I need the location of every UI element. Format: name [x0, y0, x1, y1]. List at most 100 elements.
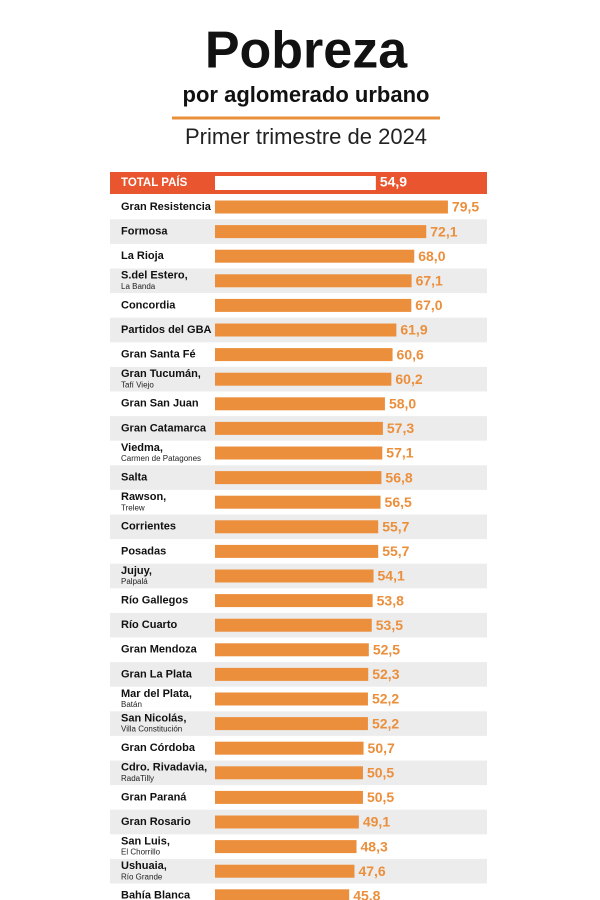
category-label: Gran Córdoba — [121, 742, 196, 754]
bar — [215, 815, 359, 829]
value-label: 58,0 — [389, 396, 416, 412]
value-label: 55,7 — [382, 519, 409, 535]
category-label: Gran Tucumán, — [121, 368, 201, 380]
category-label: Gran Paraná — [121, 791, 187, 803]
bar — [215, 372, 392, 386]
category-label: Salta — [121, 472, 148, 484]
chart-subtitle: por aglomerado urbano — [183, 82, 430, 107]
bar — [215, 692, 368, 706]
category-label: Concordia — [121, 299, 176, 311]
category-label: Formosa — [121, 226, 168, 238]
value-label: 52,2 — [372, 715, 399, 731]
value-label: 72,1 — [430, 223, 457, 239]
bar — [215, 864, 355, 878]
category-sublabel: El Chorrillo — [121, 848, 161, 857]
value-label: 52,3 — [372, 666, 399, 682]
value-label: 50,7 — [368, 740, 395, 756]
bar — [215, 520, 379, 534]
category-sublabel: Tafí Viejo — [121, 380, 154, 389]
bar — [215, 717, 368, 731]
total-value: 54,9 — [380, 174, 407, 190]
bar — [215, 495, 381, 509]
category-label: San Luis, — [121, 836, 170, 848]
bar — [215, 274, 412, 288]
value-label: 56,5 — [385, 494, 412, 510]
category-label: Río Gallegos — [121, 595, 188, 607]
bar — [215, 225, 427, 239]
category-label: Partidos del GBA — [121, 324, 212, 336]
value-label: 47,6 — [358, 863, 385, 879]
value-label: 50,5 — [367, 789, 394, 805]
category-label: Gran Santa Fé — [121, 349, 196, 361]
category-label: Cdro. Rivadavia, — [121, 762, 207, 774]
value-label: 55,7 — [382, 543, 409, 559]
category-sublabel: Río Grande — [121, 872, 163, 881]
value-label: 57,1 — [386, 445, 413, 461]
category-sublabel: Trelew — [121, 503, 145, 512]
value-label: 49,1 — [363, 814, 390, 830]
total-bar — [215, 176, 376, 190]
category-label: Río Cuarto — [121, 619, 178, 631]
value-label: 68,0 — [418, 248, 445, 264]
category-sublabel: La Banda — [121, 282, 156, 291]
category-label: Gran San Juan — [121, 398, 199, 410]
chart-title: Pobreza — [205, 22, 408, 80]
category-label: Gran Catamarca — [121, 422, 207, 434]
category-label: Rawson, — [121, 491, 166, 503]
value-label: 50,5 — [367, 765, 394, 781]
value-label: 48,3 — [361, 838, 388, 854]
bar — [215, 667, 369, 681]
bar — [215, 544, 379, 558]
bar — [215, 471, 382, 485]
value-label: 57,3 — [387, 420, 414, 436]
bar — [215, 249, 415, 263]
category-label: San Nicolás, — [121, 713, 186, 725]
value-label: 67,1 — [416, 273, 443, 289]
bar — [215, 298, 412, 312]
value-label: 53,5 — [376, 617, 403, 633]
total-label: TOTAL PAÍS — [121, 176, 188, 189]
bar — [215, 421, 383, 435]
bar — [215, 643, 369, 657]
category-label: Corrientes — [121, 521, 176, 533]
bar — [215, 200, 448, 214]
value-label: 53,8 — [377, 592, 404, 608]
value-label: 60,2 — [395, 371, 422, 387]
category-sublabel: Carmen de Patagones — [121, 454, 201, 463]
value-label: 52,5 — [373, 642, 400, 658]
category-sublabel: Batán — [121, 700, 142, 709]
value-label: 54,1 — [378, 568, 405, 584]
category-label: Gran La Plata — [121, 668, 193, 680]
category-label: La Rioja — [121, 250, 165, 262]
bar — [215, 446, 383, 460]
bar — [215, 889, 350, 900]
bar — [215, 741, 364, 755]
bar — [215, 323, 397, 337]
category-label: Viedma, — [121, 442, 163, 454]
value-label: 52,2 — [372, 691, 399, 707]
category-label: Mar del Plata, — [121, 688, 192, 700]
category-sublabel: Palpalá — [121, 577, 148, 586]
value-label: 79,5 — [452, 199, 479, 215]
value-label: 45,8 — [353, 888, 380, 900]
bar — [215, 766, 363, 780]
bar — [215, 397, 385, 411]
category-label: Gran Rosario — [121, 816, 191, 828]
category-label: Gran Resistencia — [121, 201, 212, 213]
bar — [215, 618, 372, 632]
category-label: Jujuy, — [121, 565, 152, 577]
category-label: Ushuaia, — [121, 860, 167, 872]
category-label: S.del Estero, — [121, 270, 188, 282]
bar — [215, 569, 374, 583]
value-label: 60,6 — [397, 346, 424, 362]
bar — [215, 594, 373, 608]
category-label: Bahía Blanca — [121, 890, 191, 900]
bar — [215, 840, 357, 854]
value-label: 67,0 — [415, 297, 442, 313]
category-sublabel: Villa Constitución — [121, 725, 182, 734]
category-label: Gran Mendoza — [121, 644, 198, 656]
category-sublabel: RadaTilly — [121, 774, 154, 783]
bar — [215, 348, 393, 362]
period: Primer trimestre de 2024 — [185, 124, 427, 149]
